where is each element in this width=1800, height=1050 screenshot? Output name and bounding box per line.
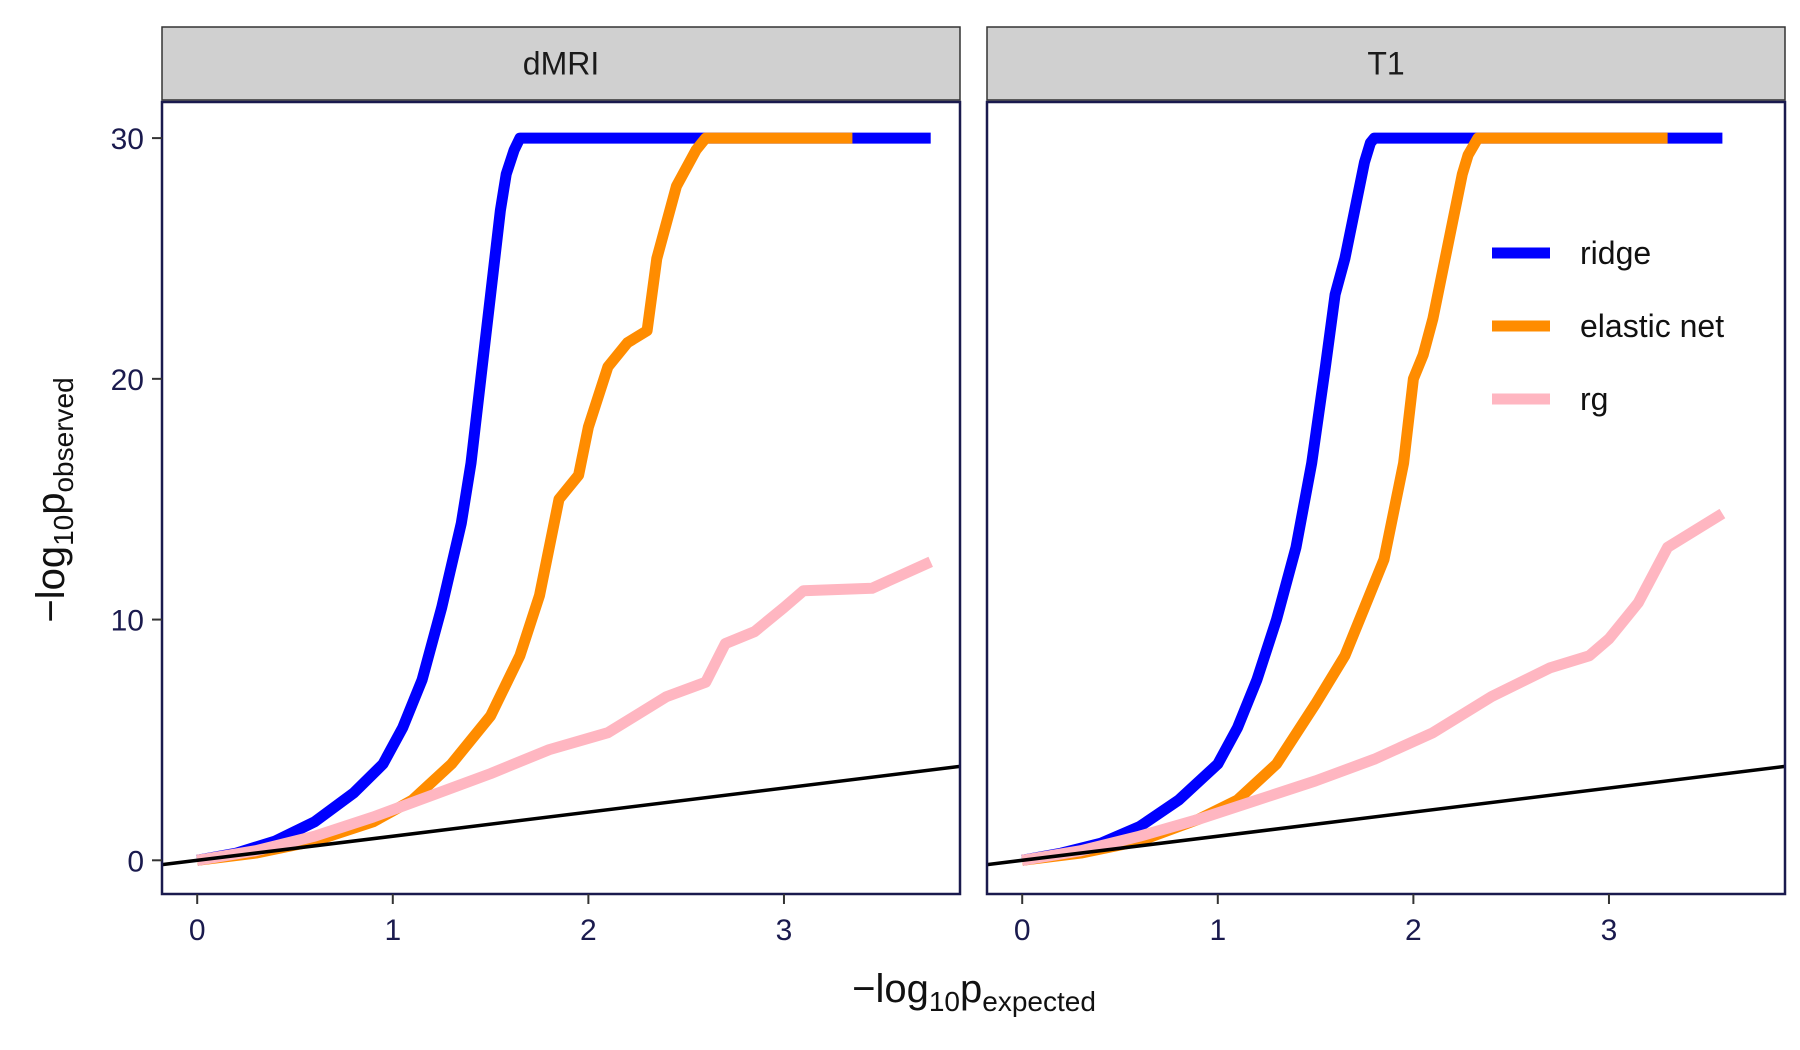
x-tick-label: 0 [1014, 914, 1031, 947]
series-line-rg [1021, 508, 1726, 866]
x-tick-label: 2 [1405, 914, 1422, 947]
x-tick-label: 0 [189, 914, 206, 947]
axis-title-main: −log [29, 546, 73, 623]
axis-title-p: p [29, 493, 73, 515]
axis-title-sub: 10 [48, 515, 79, 546]
x-tick-label: 3 [776, 914, 793, 947]
reference-line [162, 764, 960, 867]
panel-border [985, 100, 1787, 896]
reference-line [987, 764, 1785, 867]
panel-strip [986, 26, 1786, 101]
x-tick-label: 2 [580, 914, 597, 947]
y-axis-title: −log10pobserved [29, 377, 79, 622]
panel-title: dMRI [523, 46, 599, 82]
plot-marks [987, 132, 1785, 867]
legend-label: elastic net [1580, 308, 1724, 344]
legend-item: ridge [1492, 235, 1651, 271]
legend-item: rg [1492, 381, 1608, 417]
x-tick-label: 1 [1209, 914, 1226, 947]
panel-strip [161, 26, 961, 101]
plot-area [987, 102, 1785, 894]
y-tick-label: 30 [111, 123, 144, 156]
axis-title-sub2: expected [982, 986, 1096, 1017]
axis-title-p: p [960, 967, 982, 1011]
x-tick-label: 1 [384, 914, 401, 947]
plot-marks [162, 132, 960, 867]
legend: ridge elastic net rg [1492, 235, 1724, 417]
legend-item: elastic net [1492, 308, 1724, 344]
axis-title-main: −log [852, 967, 929, 1011]
series-line-rg [196, 556, 933, 866]
y-tick-label: 10 [111, 605, 144, 638]
series-line-ridge [196, 132, 931, 866]
axis-titles: −log10pexpected−log10pobserved [29, 377, 1096, 1017]
x-tick-label: 3 [1601, 914, 1618, 947]
panel-border [160, 100, 962, 896]
legend-label: ridge [1580, 235, 1651, 271]
axis-title-sub2: observed [48, 377, 79, 492]
panel-T1: T1 0 1 2 3 [985, 26, 1787, 947]
axis-title-sub: 10 [929, 986, 960, 1017]
legend-label: rg [1580, 381, 1608, 417]
x-axis-title: −log10pexpected [852, 967, 1096, 1017]
series-line-ridge [1021, 132, 1723, 866]
y-tick-label: 0 [127, 845, 144, 878]
panel-title: T1 [1367, 46, 1404, 82]
y-tick-label: 20 [111, 364, 144, 397]
